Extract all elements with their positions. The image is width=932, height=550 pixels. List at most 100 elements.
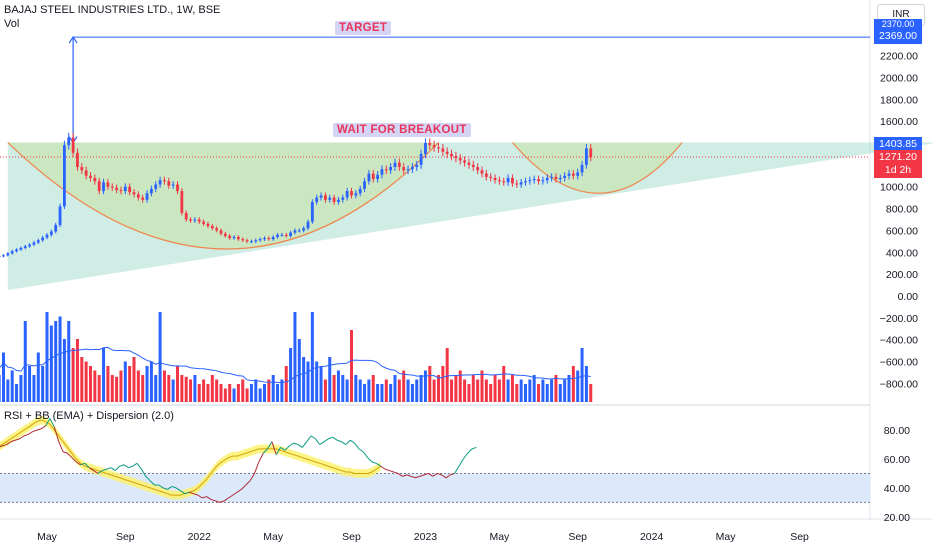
candle-body <box>293 230 297 233</box>
candle-body <box>28 244 31 247</box>
volume-bar <box>184 376 188 402</box>
volume-bar <box>450 379 454 402</box>
candle-body <box>297 230 301 232</box>
candle-body <box>384 169 388 171</box>
rsi-line-segment <box>319 441 325 445</box>
candle-body <box>389 167 393 171</box>
volume-bar <box>15 384 19 402</box>
volume-bar <box>84 361 88 402</box>
rsi-line-segment <box>32 429 38 433</box>
rsi-line-segment <box>328 436 333 440</box>
time-axis-label: Sep <box>790 531 809 543</box>
volume-bar <box>19 375 23 402</box>
volume-bar <box>423 370 427 402</box>
rsi-line-segment <box>241 484 247 490</box>
candle-body <box>506 177 510 183</box>
volume-bar <box>206 384 210 402</box>
candle-body <box>163 180 166 182</box>
volume-bar <box>454 375 458 402</box>
candle-body <box>437 147 440 149</box>
candle-body <box>519 182 523 185</box>
price-axis-label: −200.00 <box>880 313 918 325</box>
rsi-line-segment <box>132 462 138 467</box>
volume-bar <box>102 348 106 402</box>
price-axis-label: 600.00 <box>886 225 918 237</box>
volume-bar <box>236 384 240 402</box>
candle-body <box>576 172 580 176</box>
rsi-line-segment <box>406 474 412 477</box>
rsi-line-segment <box>171 485 177 489</box>
rsi-line-segment <box>88 467 94 471</box>
candle-body <box>158 180 162 185</box>
volume-bar <box>149 361 153 402</box>
candle-body <box>267 238 271 240</box>
candle-body <box>458 158 462 161</box>
candle-body <box>411 167 414 170</box>
candle-body <box>154 184 158 189</box>
volume-bar <box>537 384 541 402</box>
volume-bar <box>28 366 32 402</box>
volume-bar <box>93 370 97 402</box>
candle-body <box>206 223 210 227</box>
rsi-line-segment <box>471 446 477 450</box>
rsi-line-segment <box>58 441 64 452</box>
rsi-line-segment <box>228 494 234 499</box>
price-axis-label: 1600.00 <box>880 116 918 128</box>
candle-body <box>524 181 527 183</box>
bollinger-basis-line <box>0 419 381 496</box>
candle-body <box>567 173 571 176</box>
candle-body <box>41 237 45 241</box>
rsi-line-segment <box>0 445 3 448</box>
candle-body <box>241 239 245 241</box>
volume-bar <box>310 312 314 402</box>
volume-bar <box>162 370 166 402</box>
volume-bar <box>189 379 193 402</box>
candle-body <box>223 233 227 236</box>
volume-bar <box>471 375 475 402</box>
rsi-line-segment <box>97 470 103 474</box>
candle-body <box>93 177 97 182</box>
candle-body <box>324 195 327 200</box>
breakout-label: WAIT FOR BREAKOUT <box>333 123 471 137</box>
volume-bar <box>319 366 323 402</box>
candle-body <box>580 164 584 173</box>
volume-bar <box>441 366 445 402</box>
volume-bar <box>106 366 110 402</box>
candle-body <box>145 193 149 200</box>
rsi-line-segment <box>315 438 321 445</box>
candle-body <box>254 240 258 242</box>
candle-body <box>302 228 306 231</box>
price-axis-label: 0.00 <box>898 291 919 303</box>
rsi-line-segment <box>162 487 168 490</box>
volume-bar <box>393 375 397 402</box>
rsi-line-segment <box>53 427 60 442</box>
rsi-line-segment <box>19 435 25 440</box>
rsi-line-segment <box>284 445 290 451</box>
candle-body <box>515 183 519 185</box>
volume-bar <box>476 379 480 402</box>
candle-body <box>193 219 197 221</box>
volume-bar <box>589 384 593 402</box>
rsi-line-segment <box>445 474 451 479</box>
rsi-line-segment <box>262 448 268 454</box>
candle-body <box>97 181 101 192</box>
volume-bar <box>519 379 523 402</box>
rsi-line-segment <box>441 474 447 479</box>
candle-body <box>19 247 23 250</box>
candle-body <box>337 199 340 203</box>
rsi-line-segment <box>336 439 342 443</box>
volume-label: Vol <box>4 18 20 30</box>
volume-bar <box>232 388 236 402</box>
volume-bar <box>497 379 501 402</box>
candle-body <box>571 173 575 176</box>
volume-bar <box>276 384 280 402</box>
rsi-line-segment <box>123 464 129 469</box>
candle-body <box>237 236 240 240</box>
volume-bar <box>71 348 75 402</box>
rsi-line-segment <box>376 462 381 467</box>
volume-bar <box>580 348 584 402</box>
candle-body <box>49 231 53 235</box>
rsi-line-segment <box>140 468 147 477</box>
price-axis-label: 200.00 <box>886 269 918 281</box>
